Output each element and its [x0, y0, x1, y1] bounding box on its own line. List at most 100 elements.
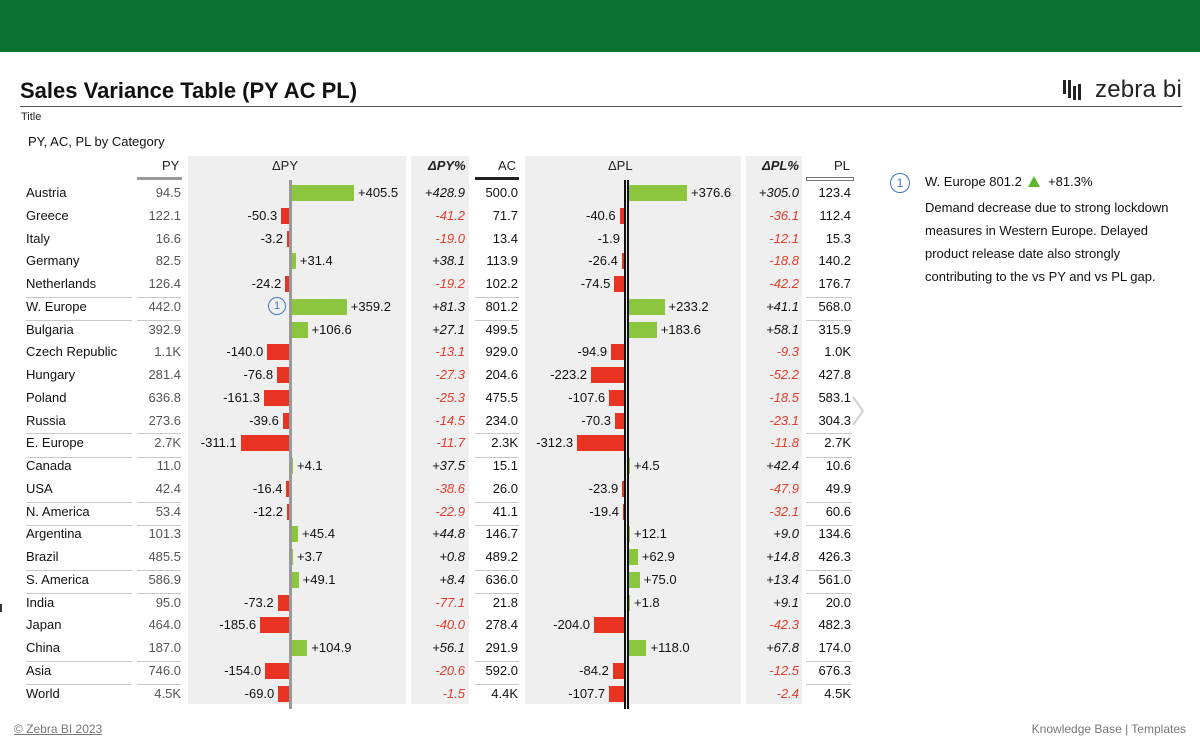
row-category[interactable]: Asia	[26, 662, 52, 678]
dpy-bar[interactable]	[287, 503, 289, 520]
dpy-bar[interactable]	[287, 230, 289, 247]
dpl-bar[interactable]	[628, 571, 640, 588]
header-ac[interactable]: AC	[498, 158, 517, 173]
header-dpl[interactable]: ΔPL	[608, 158, 633, 173]
row-category[interactable]: Greece	[26, 207, 69, 223]
dpl-bar[interactable]	[628, 526, 630, 543]
header-pl[interactable]: PL	[834, 158, 850, 173]
dpy-bar[interactable]	[277, 594, 289, 611]
dpy-pct-value: -77.1	[435, 594, 465, 610]
header-dpl-pct[interactable]: ΔPL%	[762, 158, 799, 173]
dpy-bar[interactable]	[278, 685, 289, 702]
dpl-bar[interactable]	[628, 549, 638, 565]
dpl-pct-value: +9.0	[773, 526, 799, 542]
row-category[interactable]: Russia	[26, 412, 66, 428]
footer-links[interactable]: Knowledge Base | Templates	[1031, 722, 1186, 736]
dpy-bar[interactable]	[291, 571, 299, 588]
row-category[interactable]: USA	[26, 480, 53, 496]
dpy-bar[interactable]	[265, 662, 289, 679]
dpy-bar[interactable]	[291, 298, 347, 315]
dpy-bar[interactable]	[291, 185, 354, 201]
dpl-bar[interactable]	[614, 276, 626, 292]
dpy-bar[interactable]	[260, 617, 289, 634]
chevron-right-icon[interactable]	[851, 396, 865, 426]
copyright-link[interactable]: © Zebra BI 2023	[14, 722, 103, 736]
note-marker[interactable]: 1	[890, 173, 910, 193]
subtotal-separator	[26, 684, 132, 685]
subtotal-separator	[475, 593, 519, 594]
row-category[interactable]: Italy	[26, 230, 50, 246]
dpy-bar[interactable]	[291, 253, 296, 270]
dpl-label: +1.8	[634, 594, 660, 610]
dpl-bar[interactable]	[609, 685, 626, 702]
dpy-bar[interactable]	[277, 367, 289, 383]
subtotal-separator	[475, 456, 519, 458]
dpl-label: +75.0	[643, 571, 677, 587]
row-category[interactable]: Japan	[26, 617, 62, 633]
dpy-bar[interactable]	[286, 480, 289, 497]
dpy-label: +3.7	[297, 549, 323, 564]
row-category[interactable]: Czech Republic	[26, 344, 118, 360]
dpy-label: -50.3	[247, 207, 278, 223]
py-value: 442.0	[148, 298, 181, 314]
header-py[interactable]: PY	[162, 158, 180, 173]
row-category[interactable]: India	[26, 594, 55, 610]
dpy-label: -12.2	[253, 503, 283, 519]
dpl-pct-value: -36.1	[769, 207, 799, 223]
row-category[interactable]: Canada	[26, 458, 72, 473]
dpy-bar[interactable]	[240, 435, 289, 452]
subtotal-top-line	[137, 296, 181, 298]
dpl-bar[interactable]	[591, 367, 626, 383]
dpl-bar[interactable]	[628, 640, 647, 656]
dpl-bar[interactable]	[594, 617, 626, 634]
row-category[interactable]: E. Europe	[26, 435, 84, 451]
dpl-bar[interactable]	[621, 253, 626, 270]
dpy-bar[interactable]	[282, 412, 289, 429]
row-category[interactable]: Poland	[26, 389, 67, 405]
header-dpy[interactable]: ΔPY	[272, 158, 299, 173]
dpy-bar[interactable]	[263, 389, 289, 406]
row-category[interactable]: Bulgaria	[26, 321, 74, 337]
header-dpy-pct[interactable]: ΔPY%	[428, 158, 466, 173]
dpl-bar[interactable]	[628, 298, 665, 315]
ac-value: 278.4	[485, 617, 518, 633]
row-category[interactable]: World	[26, 685, 60, 701]
dpy-bar[interactable]	[291, 640, 308, 656]
row-category[interactable]: Brazil	[26, 549, 59, 564]
dpy-bar[interactable]	[291, 549, 293, 565]
pl-value: 426.3	[818, 549, 851, 564]
comment-marker[interactable]: 1	[268, 296, 286, 315]
row-category[interactable]: Argentina	[26, 526, 82, 542]
dpl-bar[interactable]	[628, 458, 630, 474]
row-category[interactable]: Austria	[26, 185, 67, 200]
row-category[interactable]: N. America	[26, 503, 90, 519]
dpy-bar[interactable]	[285, 276, 289, 292]
dpl-pct-value: -23.1	[769, 412, 799, 428]
row-category[interactable]: China	[26, 640, 60, 655]
row-category[interactable]: Netherlands	[26, 276, 97, 291]
dpl-bar[interactable]	[609, 389, 626, 406]
row-category[interactable]: Hungary	[26, 367, 76, 382]
dpy-bar[interactable]	[291, 321, 308, 338]
dpl-bar[interactable]	[611, 344, 626, 361]
dpl-column-bg	[525, 156, 741, 704]
dpl-bar[interactable]	[628, 321, 657, 338]
dpl-bar[interactable]	[628, 594, 630, 611]
dpl-label: +118.0	[650, 640, 690, 655]
dpy-bar[interactable]	[291, 526, 299, 543]
dpl-bar[interactable]	[619, 207, 626, 224]
row-category[interactable]: W. Europe	[26, 298, 87, 314]
dpy-bar[interactable]	[291, 458, 293, 474]
dpl-bar[interactable]	[577, 435, 626, 452]
ac-value: 234.0	[485, 412, 518, 428]
ac-value: 113.9	[486, 253, 518, 269]
dpl-pct-value: -11.8	[770, 435, 799, 451]
dpy-bar[interactable]	[267, 344, 289, 361]
dpl-bar[interactable]	[614, 412, 626, 429]
py-value: 101.3	[148, 526, 181, 542]
dpy-bar[interactable]	[281, 207, 289, 224]
row-category[interactable]: Germany	[26, 253, 80, 269]
dpl-bar[interactable]	[612, 662, 626, 679]
row-category[interactable]: S. America	[26, 571, 89, 587]
dpl-bar[interactable]	[628, 185, 687, 201]
